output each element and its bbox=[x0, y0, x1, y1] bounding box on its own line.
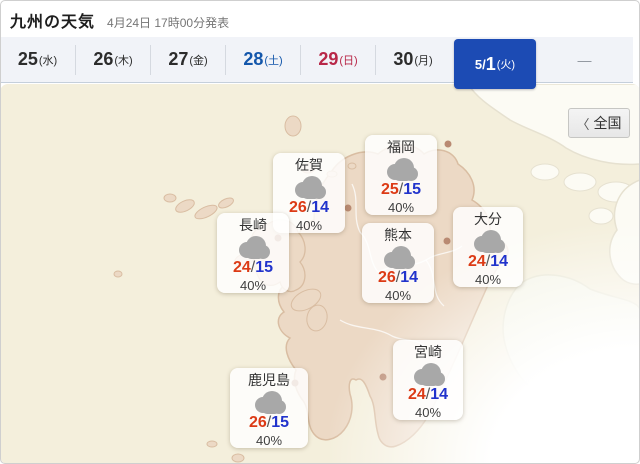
cloudy-icon bbox=[239, 236, 270, 260]
temperature-high-low: 24/14 bbox=[453, 253, 523, 271]
page-title: 九州の天気 bbox=[10, 14, 96, 31]
header: 九州の天気 4月24日 17時00分発表 bbox=[10, 8, 229, 32]
shikoku-landmass bbox=[502, 274, 640, 419]
date-tabbar: 25 (水) 26 (木) 27 (金) 28 (土) 29 (日) 30 (月) 5/1(… bbox=[0, 37, 633, 89]
tab-day: 30 bbox=[393, 49, 414, 69]
temperature-high-low: 26/15 bbox=[230, 414, 308, 432]
back-to-national-button[interactable]: 〈 全国 bbox=[568, 108, 630, 138]
low-temp: 14 bbox=[430, 386, 449, 404]
city-card-kumamoto[interactable]: 熊本 26/14 40% bbox=[362, 223, 434, 303]
cloudy-icon bbox=[474, 230, 505, 254]
high-temp: 26 bbox=[248, 414, 267, 432]
temp-separator: / bbox=[398, 181, 404, 199]
temp-separator: / bbox=[266, 414, 272, 432]
tab-day: 27 bbox=[168, 49, 189, 69]
cloudy-icon bbox=[384, 246, 415, 270]
precip-probability: 40% bbox=[474, 271, 502, 287]
temperature-high-low: 24/14 bbox=[393, 386, 463, 404]
chevron-left-icon: 〈 bbox=[576, 116, 590, 132]
city-name: 宮崎 bbox=[414, 344, 442, 360]
low-temp: 14 bbox=[490, 253, 509, 271]
cloudy-icon bbox=[295, 176, 326, 200]
cloudy-icon bbox=[387, 158, 418, 182]
high-temp: 24 bbox=[407, 386, 426, 404]
city-card-nagasaki[interactable]: 長崎 24/15 40% bbox=[217, 213, 289, 293]
city-card-oita[interactable]: 大分 24/14 40% bbox=[453, 207, 523, 287]
tab-day: 28 bbox=[243, 49, 264, 69]
low-temp: 15 bbox=[255, 259, 274, 277]
city-name: 大分 bbox=[474, 211, 502, 227]
precip-probability: 40% bbox=[414, 404, 442, 420]
precip-probability: 40% bbox=[255, 432, 283, 448]
tab-day: 26 bbox=[93, 49, 114, 69]
temperature-high-low: 26/14 bbox=[362, 269, 434, 287]
city-card-kagoshima[interactable]: 鹿児島 26/15 40% bbox=[230, 368, 308, 448]
city-card-fukuoka[interactable]: 福岡 25/15 40% bbox=[365, 135, 437, 215]
city-name: 長崎 bbox=[239, 217, 267, 233]
high-temp: 26 bbox=[288, 199, 307, 217]
tab-date-25[interactable]: 25 (水) bbox=[0, 45, 75, 75]
tsushima-island bbox=[284, 115, 302, 137]
honshu-landmass bbox=[467, 84, 640, 166]
city-name: 鹿児島 bbox=[248, 372, 290, 388]
city-card-miyazaki[interactable]: 宮崎 24/14 40% bbox=[393, 340, 463, 420]
tab-weekday: (土) bbox=[264, 54, 283, 67]
tab-date-30[interactable]: 30 (月) bbox=[375, 44, 450, 75]
precip-probability: 40% bbox=[295, 217, 323, 233]
tab-date-28[interactable]: 28 (土) bbox=[225, 44, 300, 75]
low-temp: 15 bbox=[403, 181, 422, 199]
temperature-high-low: 24/15 bbox=[217, 259, 289, 277]
low-temp: 15 bbox=[271, 414, 290, 432]
tab-date-27[interactable]: 27 (金) bbox=[150, 44, 225, 75]
temp-separator: / bbox=[250, 259, 256, 277]
kyushu-weather-map: 〈 全国 福岡 25/15 40% 佐賀 26/14 40% 長崎 24/15 … bbox=[0, 84, 640, 464]
low-temp: 14 bbox=[400, 269, 419, 287]
precip-probability: 40% bbox=[387, 199, 415, 215]
temp-separator: / bbox=[306, 199, 312, 217]
city-name: 福岡 bbox=[387, 139, 415, 155]
back-to-national-label: 全国 bbox=[593, 115, 622, 131]
map-graphic bbox=[113, 84, 640, 463]
tab-weekday: (日) bbox=[339, 54, 358, 67]
tab-month-prefix: 5/ bbox=[474, 56, 486, 72]
tab-date-26[interactable]: 26 (木) bbox=[75, 44, 150, 75]
high-temp: 24 bbox=[467, 253, 486, 271]
low-temp: 14 bbox=[311, 199, 330, 217]
high-temp: 26 bbox=[377, 269, 396, 287]
tab-weekday: (水) bbox=[38, 54, 58, 67]
high-temp: 25 bbox=[380, 181, 399, 199]
tab-day: 1 bbox=[485, 53, 496, 74]
tab-weekday: (火) bbox=[496, 59, 516, 71]
high-temp: 24 bbox=[232, 259, 251, 277]
city-name: 佐賀 bbox=[295, 157, 323, 173]
tab-day: 29 bbox=[318, 49, 339, 69]
precip-probability: 40% bbox=[239, 277, 267, 293]
tab-weekday: (金) bbox=[189, 54, 208, 67]
tab-date-5-1-selected[interactable]: 5/1 (火) bbox=[454, 39, 536, 89]
temperature-high-low: 26/14 bbox=[273, 199, 345, 217]
tab-weekday: (木) bbox=[114, 54, 133, 67]
cloudy-icon bbox=[255, 391, 286, 415]
tab-day: 25 bbox=[17, 49, 38, 69]
published-timestamp: 4月24日 17時00分発表 bbox=[107, 16, 230, 30]
cloudy-icon bbox=[414, 363, 445, 387]
precip-probability: 40% bbox=[384, 287, 412, 303]
temperature-high-low: 25/15 bbox=[365, 181, 437, 199]
tab-weekday: (月) bbox=[414, 54, 433, 67]
tab-date-29[interactable]: 29 (日) bbox=[300, 44, 375, 75]
city-name: 熊本 bbox=[384, 227, 412, 243]
tab-overflow-dash: — bbox=[577, 51, 592, 68]
